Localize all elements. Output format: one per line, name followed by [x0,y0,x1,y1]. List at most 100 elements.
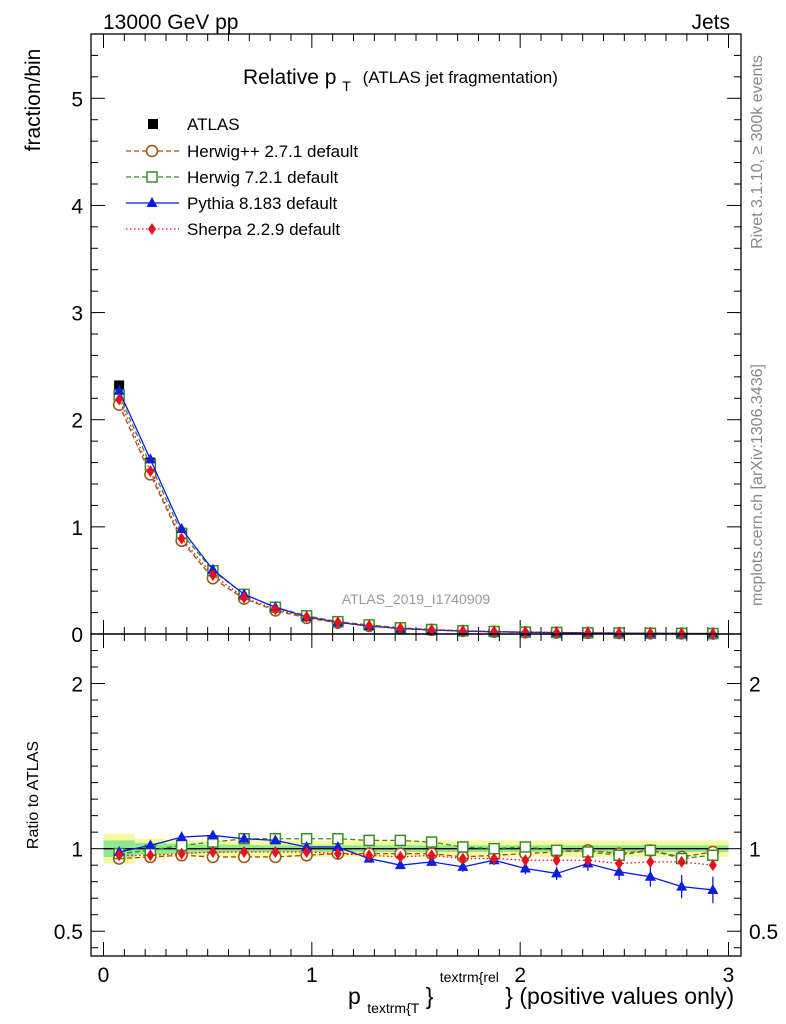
ratio-point-sherpa [115,849,124,862]
ratio-frame [90,633,742,957]
ratio-point-sherpa [427,849,436,862]
ratio-point-sherpa [271,845,280,858]
ratio-point-pythia [676,880,688,891]
legend-label-sherpa: Sherpa 2.2.9 default [187,220,340,239]
data-point-sherpa [240,591,249,604]
data-point-pythia [113,384,125,395]
series-line-sherpa [118,399,713,635]
side-label-mcplots: mcplots.cern.ch [arXiv:1306.3436] [749,364,766,606]
main-plot-area: 0 1 2 3 4 5 [71,33,741,647]
data-point-pythia [176,523,188,533]
ratio-point-sherpa [677,855,686,868]
ratio-xlabel-sub: textrm{T [367,1000,420,1016]
legend-marker-herwigpp [145,144,159,158]
ratio-point-pythia [207,829,219,840]
data-point-sherpa [271,603,280,616]
main-panel: Relative p T (ATLAS jet fragmentation) A… [22,33,742,647]
ratio-ytick-label-right: 0.5 [749,921,778,944]
legend-label-herwigpp: Herwig++ 2.7.1 default [187,142,358,161]
ratio-series-sherpa [115,845,717,872]
ratio-point-herwig7 [363,834,375,847]
ratio-ytick-label-right: 2 [749,674,761,697]
ratio-point-pythia [144,839,156,850]
legend-label-atlas: ATLAS [187,115,240,134]
ratio-point-sherpa [146,849,155,862]
ratio-xtick-label: 0 [98,964,110,987]
data-point-pythia [207,563,219,574]
ratio-point-sherpa [646,855,655,868]
ratio-point-sherpa [552,854,561,867]
ratio-point-pythia [457,860,469,871]
ratio-point-sherpa [396,850,405,863]
side-label-rivet: Rivet 3.1.10, ≥ 300k events [749,55,766,249]
main-ylabel: fraction/bin [22,49,45,152]
ratio-point-pythia [238,832,250,843]
header-left: 13000 GeV pp [103,11,238,34]
ratio-point-pythia [551,867,563,878]
ratio-point-sherpa [177,847,186,860]
ratio-xlabel-sup: textrm{rel [440,969,499,985]
ratio-point-sherpa [521,854,530,867]
ratio-point-herwig7 [488,842,500,855]
legend-label-pythia: Pythia 8.183 default [187,194,338,213]
legend-marker-atlas [148,119,158,129]
legend-marker-pythia [146,197,158,207]
ratio-point-pythia [613,865,625,876]
ratio-xlabel-brace: } [426,983,434,1009]
main-ytick-label: 5 [71,88,83,111]
ratio-point-pythia [176,831,188,842]
series-sherpa [115,393,717,640]
legend-marker-sherpa [148,223,156,235]
ratio-ytick-label-right: 1 [749,839,761,862]
data-point-sherpa [583,626,592,639]
data-point-sherpa [427,623,436,636]
ratio-point-pythia [269,834,281,845]
ratio-point-sherpa [302,845,311,858]
data-point-sherpa [208,569,217,582]
ratio-point-herwig7 [394,834,407,847]
data-point-sherpa [333,616,342,629]
ratio-point-herwig7 [425,836,438,848]
ratio-point-herwig7 [519,841,532,853]
ratio-point-sherpa [458,852,467,865]
ratio-xtick-label: 2 [514,964,526,987]
legend-entry-pythia: Pythia 8.183 default [126,194,338,213]
main-watermark: ATLAS_2019_I1740909 [342,591,491,607]
ratio-point-sherpa [208,845,217,858]
legend-entry-atlas: ATLAS [148,115,240,134]
main-ytick-label: 3 [71,303,83,326]
ratio-line-pythia [118,834,713,891]
legend-marker-herwig7 [146,171,158,183]
data-point-sherpa [615,627,624,640]
ratio-point-herwig7 [707,849,719,862]
ratio-point-sherpa [490,852,499,865]
legend-entry-herwigpp: Herwig++ 2.7.1 default [126,142,358,161]
data-point-sherpa [115,393,124,406]
header-right: Jets [691,11,730,34]
ratio-point-pythia [332,841,344,852]
ratio-point-herwig7 [644,844,657,857]
main-title-rest: (ATLAS jet fragmentation) [363,68,558,87]
ratio-point-sherpa [615,857,624,870]
data-point-sherpa [177,532,186,545]
ratio-xlabel-rest: } (positive values only) [505,983,734,1009]
ratio-point-sherpa [583,854,592,867]
legend-entry-sherpa: Sherpa 2.2.9 default [126,220,340,239]
main-title-sub: T [342,78,351,94]
data-point-sherpa [396,622,405,635]
ratio-point-pythia [519,862,531,873]
legend: ATLAS Herwig++ 2.7.1 default Herwig 7.2.… [126,115,358,239]
series-line-herwig7 [118,394,713,635]
main-ytick-label: 0 [71,624,83,647]
main-title-main: Relative p [243,66,336,89]
ratio-xtick-label: 1 [306,964,318,987]
main-ytick-label: 4 [71,195,83,218]
ratio-xtick-label: 3 [723,964,735,987]
ratio-point-herwig7 [550,844,563,857]
data-point-sherpa [552,626,561,639]
main-title: Relative p T (ATLAS jet fragmentation) [243,66,558,96]
data-point-sherpa [146,465,155,478]
main-ytick-label: 2 [71,410,83,433]
ratio-point-herwig7 [457,841,469,853]
